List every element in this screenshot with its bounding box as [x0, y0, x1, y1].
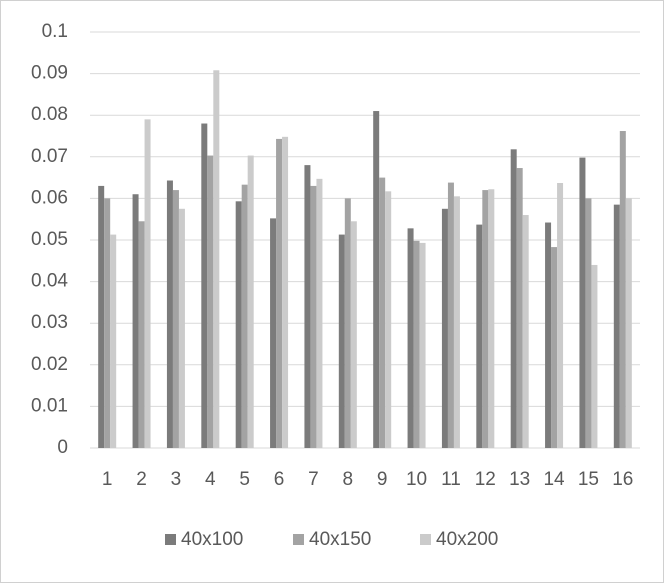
- legend-swatch: [420, 534, 431, 545]
- x-tick-label: 11: [441, 469, 461, 490]
- bar: [585, 198, 592, 448]
- bar: [613, 204, 620, 448]
- y-tick-label: 0.05: [31, 229, 68, 250]
- bar: [557, 183, 564, 448]
- x-tick-label: 13: [509, 469, 530, 490]
- bar: [379, 177, 386, 448]
- x-tick-label: 15: [578, 469, 599, 490]
- x-tick-label: 5: [239, 469, 250, 490]
- bar: [476, 224, 483, 448]
- y-tick-label: 0.08: [31, 104, 68, 125]
- bar: [178, 208, 185, 448]
- x-tick-label: 9: [377, 469, 388, 490]
- bar: [516, 168, 523, 449]
- x-tick-label: 2: [136, 469, 147, 490]
- x-tick-label: 10: [406, 469, 427, 490]
- bar: [138, 221, 145, 448]
- bar: [172, 190, 179, 448]
- y-tick-label: 0.06: [31, 187, 68, 208]
- bar: [304, 165, 311, 448]
- bar: [551, 247, 558, 448]
- bar: [579, 157, 586, 448]
- y-tick-label: 0.1: [42, 21, 68, 42]
- bar: [270, 218, 277, 448]
- bar: [407, 228, 414, 448]
- bar: [488, 189, 495, 449]
- legend-label: 40x200: [436, 529, 498, 550]
- legend-swatch: [165, 534, 176, 545]
- y-tick-label: 0: [57, 437, 68, 458]
- bar: [453, 196, 460, 448]
- bar: [110, 234, 117, 448]
- bar: [276, 138, 283, 449]
- bar: [413, 240, 420, 448]
- bar: [282, 136, 289, 448]
- x-tick-label: 3: [171, 469, 182, 490]
- x-tick-label: 7: [308, 469, 319, 490]
- bar: [316, 178, 323, 448]
- bar: [441, 208, 448, 448]
- bar: [482, 190, 489, 448]
- bar: [213, 70, 220, 448]
- x-tick-label: 6: [274, 469, 285, 490]
- bar: [625, 198, 632, 448]
- bar: [591, 264, 598, 448]
- bar: [344, 198, 351, 448]
- x-tick-label: 1: [102, 469, 113, 490]
- bar: [350, 221, 357, 448]
- bar: [104, 198, 111, 448]
- bar: [545, 222, 552, 448]
- y-tick-label: 0.03: [31, 312, 68, 333]
- x-tick-label: 4: [205, 469, 216, 490]
- legend-swatch: [293, 534, 304, 545]
- y-tick-label: 0.09: [31, 63, 68, 84]
- y-tick-label: 0.04: [31, 271, 68, 292]
- bar: [419, 242, 426, 448]
- x-tick-label: 8: [343, 469, 354, 490]
- bar: [144, 119, 151, 449]
- legend-label: 40x100: [181, 529, 243, 550]
- bar: [447, 182, 454, 449]
- bar: [166, 180, 173, 448]
- legend-label: 40x150: [309, 529, 371, 550]
- bar: [522, 215, 529, 448]
- bar: [235, 201, 242, 448]
- bar: [338, 234, 345, 448]
- bar: [201, 123, 208, 449]
- x-tick-label: 14: [543, 469, 565, 490]
- bar: [132, 194, 139, 448]
- bar: [247, 155, 254, 448]
- bar: [310, 185, 317, 449]
- x-tick-label: 12: [475, 469, 496, 490]
- y-tick-label: 0.01: [31, 395, 68, 416]
- y-tick-label: 0.07: [31, 146, 68, 167]
- bar: [98, 185, 105, 449]
- bar: [385, 191, 392, 448]
- bar: [510, 149, 517, 448]
- bar: [373, 111, 380, 448]
- y-tick-label: 0.02: [31, 354, 68, 375]
- bar: [241, 184, 248, 448]
- bar: [207, 155, 214, 448]
- x-tick-label: 16: [612, 469, 633, 490]
- bar: [619, 131, 626, 448]
